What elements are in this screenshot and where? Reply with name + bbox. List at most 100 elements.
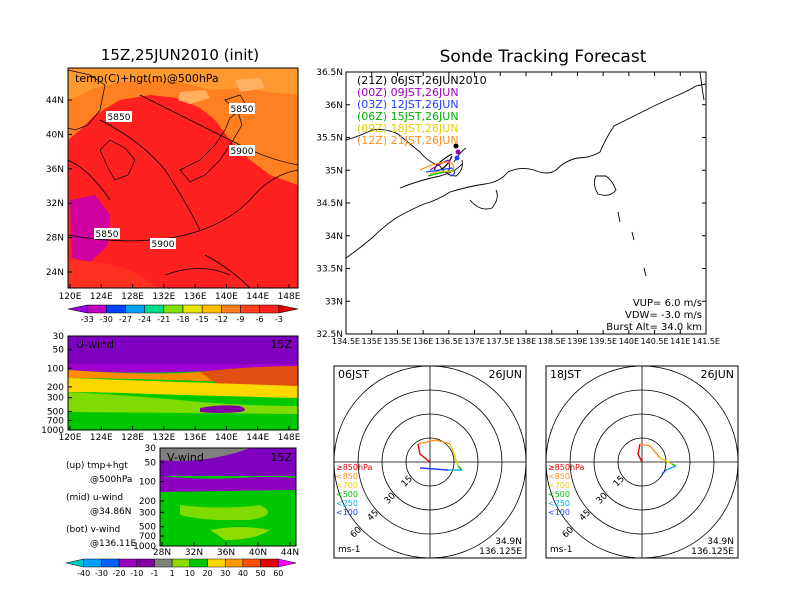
vwind-level-label: 50	[145, 458, 157, 468]
hodograph-track	[417, 443, 431, 463]
tracking-lat-label: 32.5N	[316, 330, 343, 340]
map-lon-label: 128E	[121, 292, 144, 302]
tracking-lat-label: 33N	[325, 297, 343, 307]
tracking-lon-label: 139E	[567, 337, 587, 346]
note-bot: (bot) v-wind	[66, 525, 120, 535]
vwind-colorbar-label: -30	[95, 569, 108, 578]
vwind-level-label: 1000	[133, 542, 156, 552]
tracking-legend-entry: (06Z) 15JST,26JUN	[357, 110, 459, 123]
hodograph-legend-entry: <250	[548, 499, 570, 508]
hodograph-track	[449, 443, 459, 467]
vwind-colorbar-swatch	[101, 558, 120, 568]
map-lon-axis: 120E 124E 128E 132E 136E 140E 144E 148E	[59, 284, 301, 302]
map-colorbar-swatch	[106, 304, 126, 314]
map-colorbar-swatch	[259, 304, 280, 314]
hodograph-lat: 34.9N	[707, 537, 734, 547]
hodograph-date: 26JUN	[488, 368, 522, 381]
vwind-lat-label: 36N	[217, 548, 235, 558]
tracking-legend: (21Z) 06JST,26JUN2010(00Z) 09JST,26JUN(0…	[357, 74, 487, 147]
hodograph-date: 26JUN	[700, 368, 734, 381]
hodograph-legend-entry: ≥850hPa	[336, 463, 373, 472]
map-colorbar-label: -15	[196, 315, 209, 324]
map-colorbar-label: -27	[119, 315, 132, 324]
vwind-lat-label: 28N	[153, 548, 171, 558]
uwind-lon-label: 132E	[152, 433, 175, 443]
map-colorbar-label: -24	[138, 315, 151, 324]
tracking-legend-entry: (00Z) 09JST,26JUN	[357, 86, 459, 99]
vwind-frame	[159, 447, 297, 547]
tracking-legend-entry: (21Z) 06JST,26JUN2010	[357, 74, 487, 87]
hodograph-lat: 34.9N	[495, 537, 522, 547]
vwind-colorbar-swatch	[154, 558, 173, 568]
hodograph-track	[417, 439, 451, 445]
tracking-lon-label: 135E	[362, 337, 382, 346]
map-colorbar-swatch	[221, 304, 241, 314]
vwind-colorbar-label: -1	[150, 569, 158, 578]
map-lat-label: 28N	[46, 234, 64, 244]
map-lon-label: 136E	[184, 292, 207, 302]
tracking-lat-axis: 36.5N 36N 35.5N 35N 34.5N 34N 33.5N 33N 32.5N	[316, 68, 706, 340]
uwind-lon-label: 124E	[90, 433, 113, 443]
tracking-lon-label: 137.5E	[486, 337, 514, 346]
note-bot-2: @136.11E	[90, 539, 136, 549]
hodograph-legend-entry: <700	[548, 481, 570, 490]
vwind-colorbar-swatch	[224, 558, 244, 568]
map-lat-label: 24N	[46, 268, 64, 278]
vwind-colorbar-swatch	[171, 558, 191, 568]
vwind-colorbar-label: -40	[77, 569, 90, 578]
map-colorbar-swatch	[182, 304, 203, 314]
uwind-level-label: 300	[47, 394, 64, 404]
map-colorbar-swatch	[67, 304, 88, 314]
sonde-tracks	[419, 153, 457, 177]
map-colorbar-label: -12	[215, 315, 228, 324]
uwind-lon-label: 144E	[246, 433, 269, 443]
vwind-lat-axis: 28N 32N 36N 40N 44N	[153, 542, 299, 558]
tracking-legend-entry: (03Z) 12JST,26JUN	[357, 98, 459, 111]
uwind-label: U-wind	[76, 338, 114, 351]
tracking-lon-label: 138.5E	[538, 337, 566, 346]
map-title: 15Z,25JUN2010 (init)	[101, 46, 259, 64]
map-lon-label: 144E	[246, 292, 269, 302]
uwind-level-label: 700	[47, 416, 64, 426]
param-vup: VUP= 6.0 m/s	[633, 298, 702, 309]
hodograph-legend-entry: <100	[336, 508, 358, 517]
map-colorbar-label: -9	[237, 315, 245, 324]
tracking-lon-label: 134.5E	[332, 337, 360, 346]
hodograph-legend-entry: <850	[336, 472, 358, 481]
note-up: (up) tmp+hgt	[66, 461, 128, 471]
uwind-lon-label: 120E	[59, 433, 82, 443]
vwind-colorbar-swatch	[83, 558, 102, 568]
hodograph-legend-entry: <100	[548, 508, 570, 517]
map-colorbar-label: -21	[157, 315, 170, 324]
map-lon-label: 148E	[278, 292, 301, 302]
vwind-colorbar-label: 50	[256, 569, 266, 578]
uwind-level-label: 1000	[41, 426, 64, 436]
tracking-lon-label: 139.5E	[589, 337, 617, 346]
tracking-lat-label: 34N	[325, 232, 343, 242]
map-lat-label: 40N	[46, 130, 64, 140]
map-colorbar-swatch	[163, 304, 184, 314]
tracking-lon-label: 137E	[464, 337, 484, 346]
uwind-field	[68, 336, 298, 430]
vwind-label: V-wind	[167, 451, 204, 464]
hodograph-lon: 136.125E	[479, 547, 522, 557]
vwind-colorbar-label: 40	[238, 569, 248, 578]
tracking-lon-label: 136E	[413, 337, 433, 346]
uwind-lon-label: 148E	[278, 433, 301, 443]
vwind-field	[160, 448, 296, 546]
contour-label: 5900	[231, 147, 254, 157]
tracking-frame	[345, 71, 707, 335]
map-colorbar-swatch	[240, 304, 260, 314]
contour-labels: 5850 5850 5900 5850 5900	[94, 103, 255, 250]
vwind-colorbar-label: 20	[202, 569, 212, 578]
hodograph-track	[637, 443, 643, 463]
vwind-colorbar-swatch	[65, 558, 84, 568]
uwind-time: 15Z	[270, 338, 292, 351]
map-colorbar-swatch	[144, 304, 165, 314]
vwind-colorbar-label: -10	[130, 569, 143, 578]
uwind-level-label: 100	[47, 364, 64, 374]
